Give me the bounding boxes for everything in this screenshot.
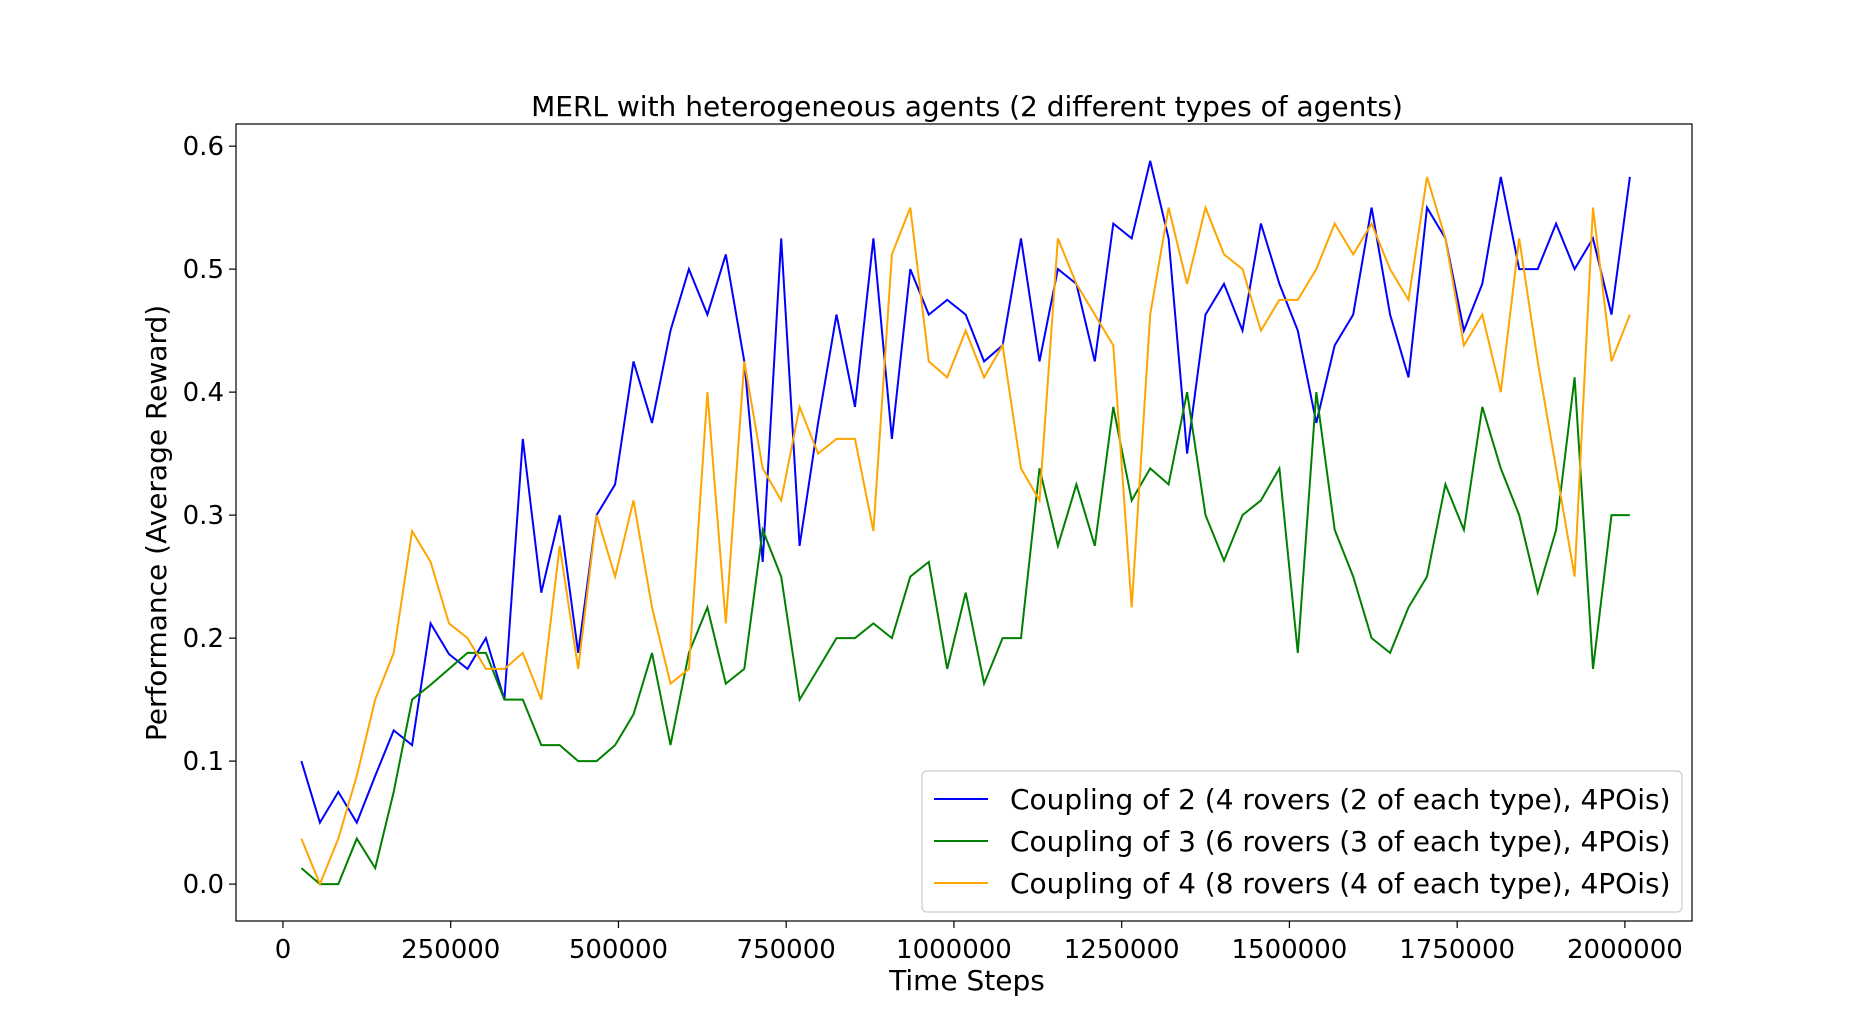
y-tick-label: 0.5 bbox=[183, 255, 224, 285]
x-tick-label: 750000 bbox=[737, 935, 836, 965]
legend-frame bbox=[921, 770, 1683, 913]
x-tick-label: 2000000 bbox=[1567, 935, 1683, 965]
x-tick-label: 500000 bbox=[569, 935, 668, 965]
y-axis-title: Performance (Average Reward) bbox=[140, 305, 173, 741]
legend-label-2: Coupling of 3 (6 rovers (3 of each type)… bbox=[1010, 825, 1671, 858]
y-tick-label: 0.3 bbox=[183, 501, 224, 531]
legend-label-3: Coupling of 4 (8 rovers (4 of each type)… bbox=[1010, 867, 1671, 900]
y-tick-label: 0.0 bbox=[183, 870, 224, 900]
chart-title: MERL with heterogeneous agents (2 differ… bbox=[531, 90, 1403, 123]
series-line-1 bbox=[300, 160, 1631, 826]
x-tick-label: 1000000 bbox=[896, 935, 1012, 965]
x-tick-label: 1500000 bbox=[1232, 935, 1348, 965]
series-line-3 bbox=[300, 176, 1631, 887]
y-tick-label: 0.6 bbox=[183, 132, 224, 162]
x-axis-title: Time Steps bbox=[888, 964, 1045, 997]
y-tick-label: 0.2 bbox=[183, 624, 224, 654]
legend-label-1: Coupling of 2 (4 rovers (2 of each type)… bbox=[1010, 783, 1671, 816]
x-tick-label: 1250000 bbox=[1064, 935, 1180, 965]
x-tick-label: 1750000 bbox=[1399, 935, 1515, 965]
x-tick-label: 0 bbox=[275, 935, 292, 965]
plot-frame bbox=[235, 123, 1693, 922]
series-lines bbox=[300, 160, 1631, 887]
x-axis: 0 250000 500000 750000 1000000 1250000 1500000… bbox=[275, 921, 1683, 965]
y-tick-label: 0.1 bbox=[183, 747, 224, 777]
x-tick-label: 250000 bbox=[401, 935, 500, 965]
y-axis: 0.0 0.1 0.2 0.3 0.4 0.5 0.6 bbox=[183, 132, 236, 900]
plot-area: 0 250000 500000 750000 1000000 1250000 1500000… bbox=[183, 123, 1693, 965]
series-line-2 bbox=[300, 377, 1630, 886]
legend: Coupling of 2 (4 rovers (2 of each type)… bbox=[921, 770, 1683, 913]
y-tick-label: 0.4 bbox=[183, 378, 224, 408]
